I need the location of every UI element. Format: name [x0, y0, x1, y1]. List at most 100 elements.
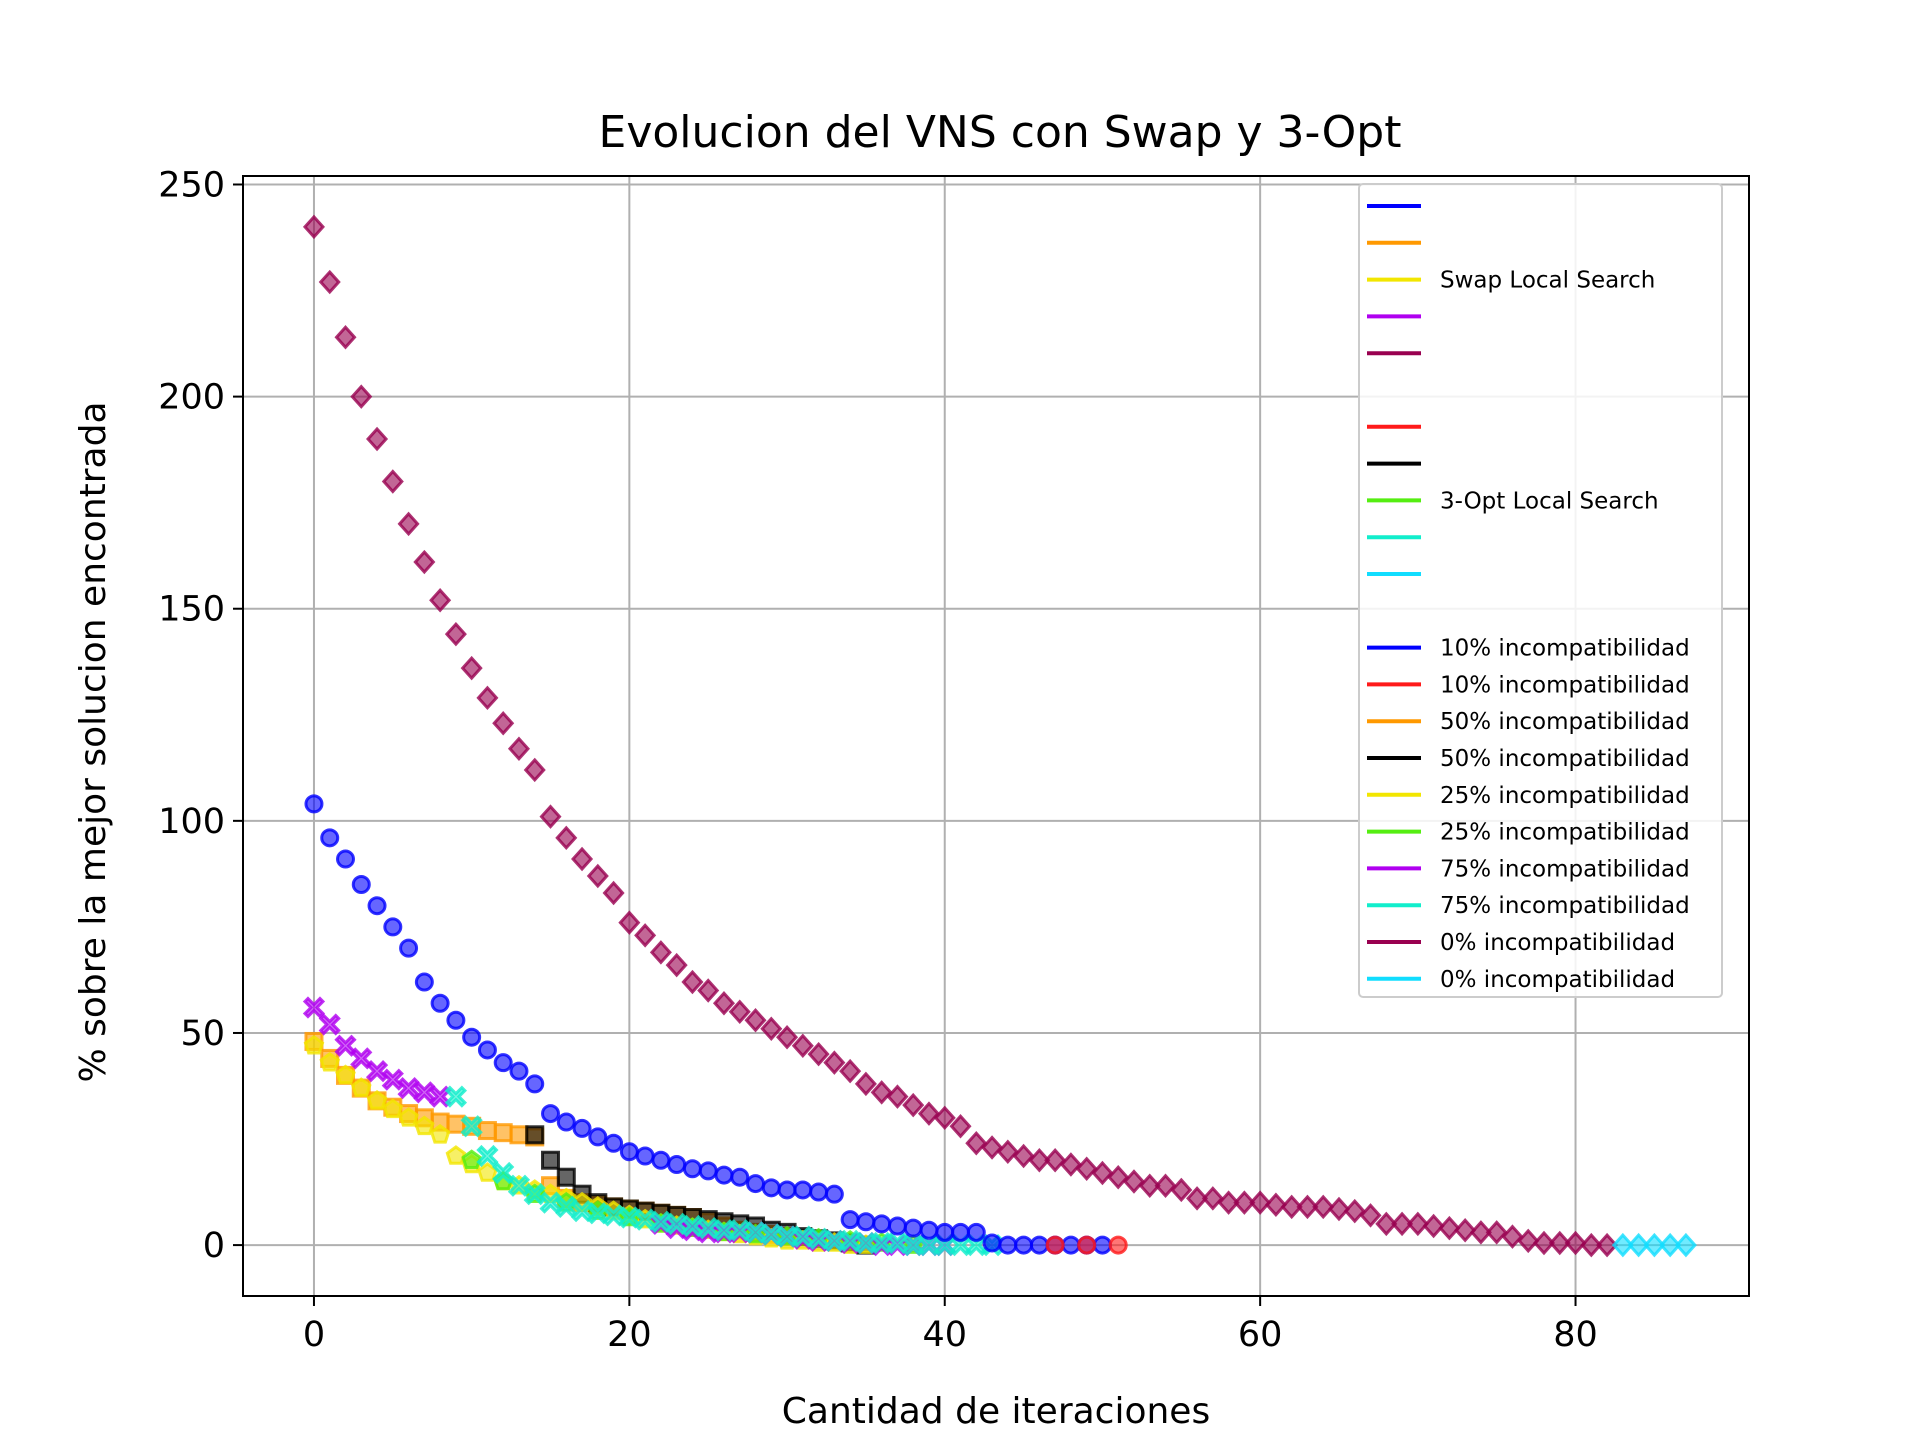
x-tick-label: 0 [303, 1315, 325, 1355]
data-point [477, 1040, 497, 1060]
data-point [872, 1214, 892, 1234]
tick-layer: 0 20 40 60 80 0 50 100 150 200 250 [158, 165, 1598, 1355]
data-point [1280, 1194, 1303, 1220]
data-point [1532, 1230, 1556, 1256]
data-point [445, 1145, 467, 1165]
x-axis-label: Cantidad de iteraciones [782, 1391, 1210, 1432]
data-point [856, 1212, 876, 1232]
legend-header-label: Swap Local Search [1440, 268, 1655, 294]
data-point [887, 1216, 907, 1236]
data-point [870, 1080, 893, 1105]
data-point [476, 685, 499, 711]
x-tick-label: 40 [922, 1315, 967, 1355]
data-point [1375, 1211, 1398, 1237]
data-point [318, 269, 341, 295]
data-point [414, 972, 434, 992]
data-point [1327, 1196, 1351, 1222]
data-point [809, 1182, 829, 1202]
data-point [966, 1222, 986, 1242]
data-point [667, 1154, 687, 1174]
data-point [1014, 1235, 1034, 1255]
data-point [1643, 1232, 1666, 1258]
data-point [665, 952, 688, 978]
data-point [697, 978, 720, 1003]
data-point [761, 1178, 781, 1198]
legend-label: 0% incompatibilidad [1440, 967, 1675, 993]
legend-label: 25% incompatibilidad [1440, 783, 1690, 809]
data-point [1028, 1148, 1051, 1173]
data-point [681, 969, 704, 995]
data-point [1627, 1232, 1650, 1258]
legend-label: 10% incompatibilidad [1440, 636, 1690, 662]
data-point [760, 1016, 783, 1041]
data-point [793, 1180, 813, 1200]
data-point [1659, 1232, 1682, 1258]
data-point [604, 1133, 624, 1153]
data-point [572, 1118, 592, 1138]
data-point [998, 1235, 1018, 1255]
legend-label: 75% incompatibilidad [1440, 893, 1690, 919]
data-point [618, 910, 641, 935]
data-point [1092, 1235, 1112, 1255]
y-tick-label: 250 [158, 165, 225, 205]
data-point [1012, 1143, 1035, 1169]
data-point [335, 1064, 356, 1085]
data-point [493, 1123, 513, 1143]
data-point [902, 1092, 925, 1118]
data-point [982, 1233, 1002, 1253]
data-point [381, 469, 404, 494]
legend-label: 50% incompatibilidad [1440, 709, 1690, 735]
data-point [556, 1112, 576, 1132]
data-point [413, 549, 436, 575]
data-point [1580, 1232, 1603, 1258]
data-point [1312, 1194, 1335, 1220]
data-point [1154, 1173, 1177, 1198]
legend-label: 0% incompatibilidad [1440, 930, 1675, 956]
data-point [509, 1061, 529, 1081]
legend-label: 75% incompatibilidad [1440, 856, 1690, 882]
data-point [446, 1010, 466, 1030]
data-point [1359, 1203, 1382, 1228]
data-point [981, 1135, 1004, 1160]
data-point [444, 1085, 468, 1108]
data-point [571, 846, 594, 872]
data-point [541, 1150, 561, 1170]
data-point [367, 896, 387, 916]
data-point [588, 1127, 608, 1147]
data-point [525, 1125, 545, 1145]
data-point [351, 874, 371, 894]
data-point [446, 1114, 466, 1134]
data-point [1596, 1232, 1619, 1258]
data-point [777, 1180, 797, 1200]
data-point [1077, 1235, 1097, 1255]
legend-label: 50% incompatibilidad [1440, 746, 1690, 772]
data-point [1438, 1215, 1461, 1241]
data-point [523, 757, 546, 783]
x-tick-label: 60 [1238, 1315, 1283, 1355]
data-point [682, 1159, 702, 1179]
data-point [399, 938, 419, 958]
data-point [477, 1121, 497, 1141]
data-point [1485, 1220, 1508, 1245]
data-point [698, 1161, 718, 1181]
data-point [602, 880, 625, 906]
data-point [320, 828, 340, 848]
data-point [1045, 1235, 1065, 1255]
data-point [1186, 1186, 1209, 1211]
data-point [1138, 1173, 1161, 1198]
data-point [1406, 1211, 1429, 1237]
series-layer [302, 214, 1697, 1258]
data-point [807, 1041, 830, 1067]
data-point [350, 1077, 372, 1097]
data-point [460, 655, 483, 681]
data-point [917, 1101, 940, 1126]
series-5 [444, 1085, 1004, 1257]
data-point [839, 1058, 862, 1084]
data-point [336, 849, 356, 869]
y-tick-label: 200 [158, 378, 225, 418]
data-point [398, 1106, 419, 1127]
data-point [619, 1142, 639, 1162]
plot-frame [242, 175, 1750, 1297]
